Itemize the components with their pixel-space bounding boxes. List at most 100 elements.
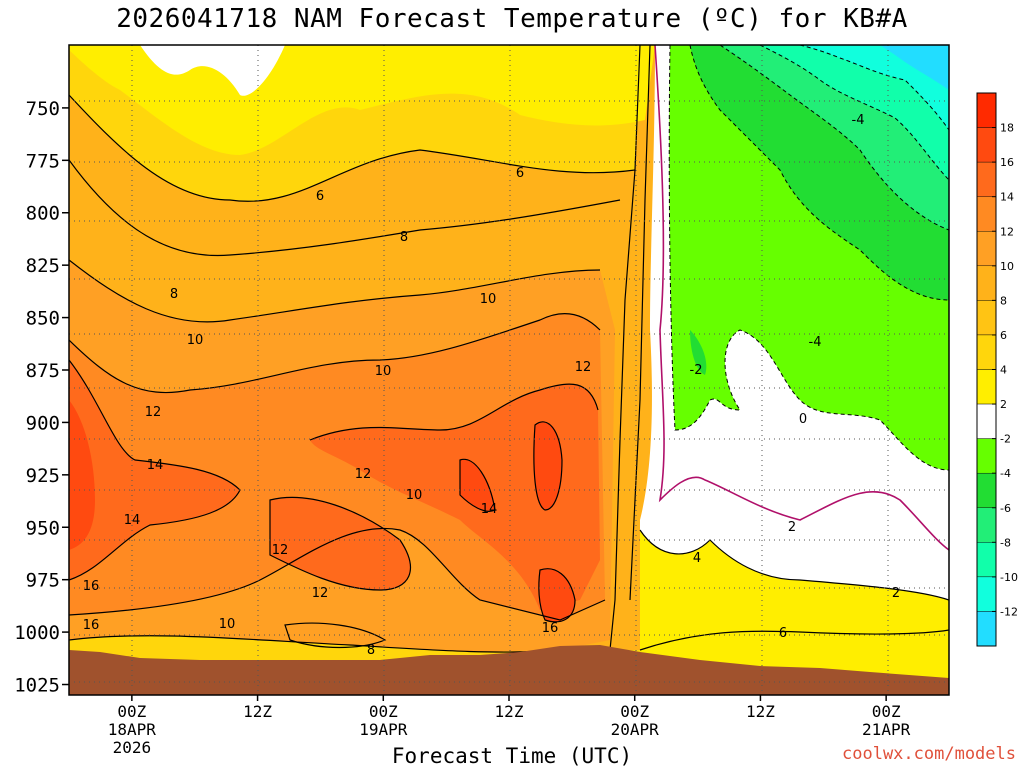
x-tick-label: 12Z [243, 702, 272, 721]
contour-label: 10 [187, 333, 204, 348]
grid [69, 45, 949, 695]
contour-label: 0 [799, 412, 807, 427]
contour-line [668, 45, 949, 471]
colorbar-bin [976, 92, 997, 128]
contour-line [533, 421, 563, 511]
y-tick-label: 1000 [14, 622, 60, 644]
contour-label: -2 [690, 363, 703, 378]
x-tick-label: 18APR [108, 720, 157, 739]
y-tick-label: 800 [26, 203, 60, 225]
contour-label: 8 [170, 287, 178, 302]
contour-label: 6 [779, 626, 787, 641]
contour-label: 12 [355, 467, 372, 482]
contour-line [69, 313, 601, 394]
y-tick-label: 1025 [14, 675, 60, 697]
y-tick-label: 750 [26, 98, 60, 120]
colorbar-bin [976, 507, 997, 543]
contour-label: -4 [809, 335, 822, 350]
contour-line [69, 635, 561, 653]
colorbar-bin [976, 196, 997, 232]
x-axis-title: Forecast Time (UTC) [391, 744, 633, 768]
contour-line [309, 383, 599, 441]
contour-line [269, 496, 411, 591]
contour-label: 6 [316, 189, 324, 204]
contour-line [69, 94, 636, 202]
contour-label: 14 [481, 502, 498, 517]
colorbar-label: 14 [1000, 191, 1014, 204]
temperature-field [69, 45, 949, 695]
x-tick-label: 00Z [872, 702, 901, 721]
contour-label: 16 [83, 579, 100, 594]
colorbar-label: 10 [1000, 260, 1014, 273]
contour-label: 12 [145, 405, 162, 420]
contour-label: 12 [312, 586, 329, 601]
colorbar-bin [976, 161, 997, 197]
colorbar-label: -2 [1000, 433, 1011, 446]
colorbar-bin [976, 542, 997, 578]
contour-label: 2 [788, 520, 796, 535]
contour-line [689, 45, 949, 301]
colorbar-label: 16 [1000, 156, 1014, 169]
contour-label: 2 [892, 586, 900, 601]
contour-label: 14 [147, 458, 164, 473]
contour-line [69, 159, 621, 257]
field-band-2 [140, 45, 285, 96]
colorbar-label: -12 [1000, 605, 1018, 618]
colorbar-label: -10 [1000, 571, 1018, 584]
x-tick-label: 00Z [117, 702, 146, 721]
colorbar-bin [976, 576, 997, 612]
field-band-12 [69, 313, 605, 620]
x-tick-label: 21APR [862, 720, 911, 739]
contour-line [538, 568, 576, 623]
contour-line [609, 45, 641, 651]
contour-label: 8 [367, 643, 375, 658]
colorbar-bin [976, 438, 997, 474]
contour-label: 6 [516, 166, 524, 181]
contour-labels: 6 6 8 8 10 10 10 12 12 12 12 14 14 14 16 16 16 12 10 10 8 6 4 2… [83, 113, 900, 658]
colorbar-bin [976, 265, 997, 301]
colorbar-label: -8 [1000, 536, 1011, 549]
contour-line [69, 527, 606, 621]
colorbar-label: 12 [1000, 225, 1014, 238]
colorbar-label: -4 [1000, 467, 1011, 480]
x-tick-label: 00Z [620, 702, 649, 721]
contour-label: 12 [272, 543, 289, 558]
contour-label: 8 [400, 230, 408, 245]
contour-line [629, 45, 651, 601]
contour-label: 12 [575, 360, 592, 375]
contour-line [759, 45, 949, 181]
y-axis: 750 775 800 825 850 875 900 925 950 975 1000 1025 [14, 98, 69, 697]
x-tick-label: 20APR [611, 720, 660, 739]
chart-title: 2026041718 NAM Forecast Temperature (ºC)… [116, 4, 908, 34]
colorbar-bin [976, 611, 997, 647]
y-tick-label: 825 [26, 255, 60, 277]
contour-label: 14 [124, 513, 141, 528]
colorbar-bin [976, 334, 997, 370]
colorbar-label: 2 [1000, 398, 1007, 411]
credit-text: coolwx.com/models [842, 744, 1016, 764]
contour-line [639, 629, 949, 651]
contour-label: 10 [375, 364, 392, 379]
field-band-minus12 [880, 45, 949, 90]
contour-line [799, 45, 949, 131]
y-tick-label: 925 [26, 465, 60, 487]
colorbar-bin [976, 472, 997, 508]
colorbar: 18 16 14 12 10 8 6 4 2 -2 -4 -6 -8 -10 -12 [976, 92, 1018, 647]
contour-line [719, 45, 949, 231]
colorbar-bin [976, 231, 997, 267]
contour-label: 10 [219, 617, 236, 632]
x-tick-label: 19APR [359, 720, 408, 739]
contour-label: 4 [693, 551, 701, 566]
field-band-low-2 [640, 530, 949, 695]
field-band-4 [69, 45, 655, 155]
colorbar-label: 4 [1000, 364, 1007, 377]
x-tick-label: 00Z [369, 702, 398, 721]
contour-lines-negative [668, 45, 949, 471]
colorbar-label: 18 [1000, 122, 1014, 135]
contour-line [639, 529, 949, 601]
colorbar-label: -6 [1000, 502, 1011, 515]
contour-label: 10 [406, 488, 423, 503]
x-tick-label: 2026 [113, 738, 152, 757]
